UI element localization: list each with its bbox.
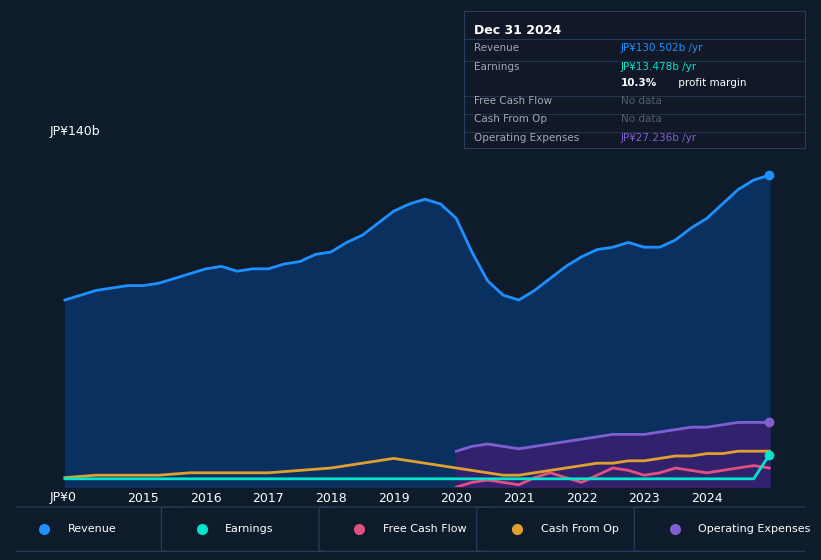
Text: Revenue: Revenue (67, 524, 117, 534)
Text: No data: No data (621, 96, 662, 106)
FancyBboxPatch shape (635, 507, 817, 552)
Text: JP¥27.236b /yr: JP¥27.236b /yr (621, 133, 697, 143)
Text: JP¥0: JP¥0 (49, 491, 76, 503)
Text: Revenue: Revenue (474, 43, 519, 53)
Text: Earnings: Earnings (474, 62, 520, 72)
FancyBboxPatch shape (4, 507, 186, 552)
Text: Earnings: Earnings (225, 524, 273, 534)
Text: JP¥140b: JP¥140b (49, 125, 100, 138)
Text: JP¥130.502b /yr: JP¥130.502b /yr (621, 43, 703, 53)
Text: Free Cash Flow: Free Cash Flow (383, 524, 466, 534)
Text: Operating Expenses: Operating Expenses (698, 524, 810, 534)
FancyBboxPatch shape (162, 507, 344, 552)
Text: profit margin: profit margin (675, 78, 746, 88)
Text: JP¥13.478b /yr: JP¥13.478b /yr (621, 62, 697, 72)
Text: 10.3%: 10.3% (621, 78, 657, 88)
Text: Operating Expenses: Operating Expenses (474, 133, 580, 143)
FancyBboxPatch shape (319, 507, 502, 552)
Text: Free Cash Flow: Free Cash Flow (474, 96, 553, 106)
Text: No data: No data (621, 114, 662, 124)
Text: Cash From Op: Cash From Op (474, 114, 547, 124)
FancyBboxPatch shape (477, 507, 659, 552)
Text: Dec 31 2024: Dec 31 2024 (474, 24, 562, 36)
Text: Cash From Op: Cash From Op (540, 524, 618, 534)
